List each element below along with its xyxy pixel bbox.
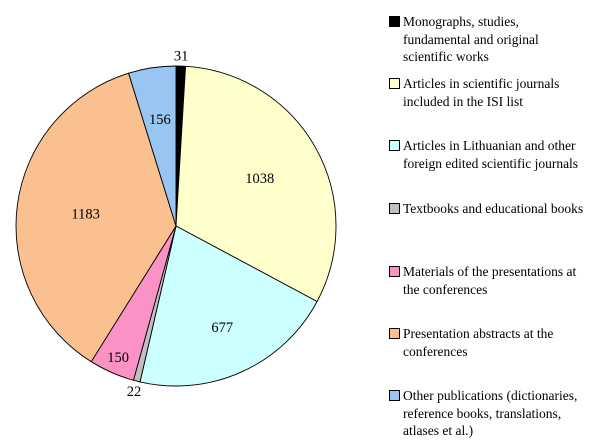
slice-value-isi-articles: 1038	[245, 171, 274, 187]
pie-slice-lithuanian-articles	[139, 225, 318, 387]
chart-legend: Monographs, studies, fundamental and ori…	[389, 0, 609, 448]
legend-swatch	[389, 203, 400, 214]
slice-value-monographs: 31	[174, 49, 189, 65]
legend-item-presentation-abstracts: Presentation abstracts at the conference…	[389, 325, 553, 360]
legend-item-lithuanian-articles: Articles in Lithuanian and other foreign…	[389, 137, 578, 172]
slice-value-other-publications: 156	[149, 112, 171, 128]
pie-slice-isi-articles	[175, 65, 337, 302]
legend-item-monographs: Monographs, studies, fundamental and ori…	[389, 13, 539, 66]
legend-swatch	[389, 78, 400, 89]
slice-value-presentation-abstracts: 1183	[71, 206, 99, 222]
pie-slice-other-publications	[128, 65, 177, 227]
legend-swatch	[389, 140, 400, 151]
legend-item-conference-materials: Materials of the presentations at the co…	[389, 263, 576, 298]
legend-label: Articles in scientific journals included…	[403, 76, 560, 109]
legend-item-other-publications: Other publications (dictionaries, refere…	[389, 387, 577, 440]
legend-swatch	[389, 328, 400, 339]
slice-value-conference-materials: 150	[107, 350, 129, 366]
legend-label: Articles in Lithuanian and other foreign…	[403, 138, 579, 171]
slice-value-lithuanian-articles: 677	[211, 320, 233, 336]
legend-label: Other publications (dictionaries, refere…	[403, 388, 578, 438]
legend-label: Textbooks and educational books	[403, 201, 584, 216]
legend-item-textbooks: Textbooks and educational books	[389, 200, 583, 218]
pie-chart: 31 1038 677 22 150 1183 156	[15, 49, 337, 400]
slice-value-textbooks: 22	[127, 384, 142, 400]
legend-label: Presentation abstracts at the conference…	[403, 326, 554, 359]
legend-label: Monographs, studies, fundamental and ori…	[403, 14, 539, 64]
legend-item-isi-articles: Articles in scientific journals included…	[389, 75, 559, 110]
legend-swatch	[389, 16, 400, 27]
pie-slice-presentation-abstracts	[15, 72, 177, 363]
legend-label: Materials of the presentations at the co…	[403, 264, 577, 297]
legend-swatch	[389, 390, 400, 401]
legend-swatch	[389, 266, 400, 277]
